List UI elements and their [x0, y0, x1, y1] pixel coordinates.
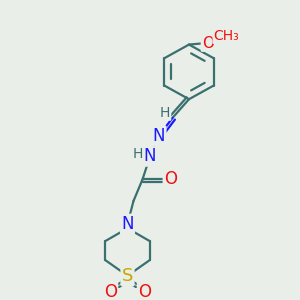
Text: O: O [138, 283, 151, 300]
Text: CH₃: CH₃ [214, 29, 239, 43]
Text: N: N [121, 215, 134, 233]
Text: O: O [164, 170, 177, 188]
Text: N: N [153, 127, 165, 145]
Text: O: O [104, 283, 117, 300]
Text: N: N [144, 147, 156, 165]
Text: S: S [122, 267, 133, 285]
Text: H: H [132, 147, 142, 161]
Text: H: H [160, 106, 170, 120]
Text: O: O [202, 36, 214, 51]
